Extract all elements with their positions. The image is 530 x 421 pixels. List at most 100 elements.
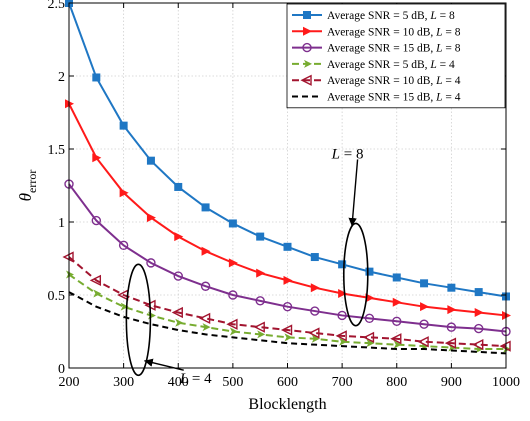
square-marker [174,182,183,191]
legend-label-suffix: = 4 [443,75,461,87]
triangle-left-marker [390,333,402,345]
circle-marker [392,316,402,326]
legend-label-prefix: Average SNR = 15 dB, [327,43,436,55]
series-line [68,256,507,348]
circle-marker [255,296,265,306]
triangle-left-marker [300,74,312,86]
annotation-1: L = 8 [331,146,369,327]
legend-label-suffix: = 8 [443,26,461,38]
triangle-left-marker [89,274,102,287]
y-tick-label: 2 [58,70,65,85]
arrow-marker [393,340,402,349]
triangle-left-marker [280,324,293,336]
y-axis-label-symbol: θ [16,193,35,201]
square-marker [228,219,237,228]
series-line [68,273,506,351]
annotation-label: L = 4 [179,371,212,387]
triangle-left-marker [335,330,347,342]
annotation-label: L = 8 [331,146,364,162]
legend-label-variable: L [429,59,436,71]
x-tick-label: 1000 [492,375,520,390]
triangle-right-marker [310,283,320,293]
square-marker [119,121,128,130]
circle-marker [302,42,312,53]
legend-label-suffix: = 4 [443,92,461,104]
y-tick-label: 2.5 [48,0,66,12]
circle-marker [446,322,457,332]
triangle-left-marker [308,327,320,339]
legend-label-prefix: Average SNR = 10 dB, [327,75,436,87]
arrow-marker [339,337,348,346]
arrow-marker [284,333,293,342]
triangle-right-marker [283,275,293,285]
y-axis-label: θerror [16,170,39,202]
arrow-marker [311,334,320,343]
series-5 [62,251,511,352]
series-line [68,291,507,355]
triangle-right-marker [146,213,156,223]
arrow-marker [257,330,266,339]
square-marker [392,273,401,282]
arrow-marker [66,270,74,279]
legend-entry-1: Average SNR = 5 dB, L = 8 [292,10,455,22]
y-tick-label: 1 [58,216,65,231]
annotation-ellipse [125,263,152,377]
x-axis-label: Blocklength [248,396,326,413]
triangle-left-marker [198,312,211,324]
circle-marker [282,301,293,312]
legend-label-variable: L [435,75,442,87]
x-tick-label: 300 [113,375,134,390]
arrow-marker [175,318,184,327]
triangle-right-marker [174,232,184,242]
triangle-left-marker [171,306,183,319]
annotation-label-value: = 8 [340,146,363,162]
square-marker [256,232,265,241]
legend: Average SNR = 5 dB, L = 8 Average SNR = 1… [286,3,506,109]
annotation-label-value: = 4 [188,371,212,387]
arrow-marker [202,323,211,332]
square-marker [310,253,319,262]
arrow-marker [229,327,238,336]
triangle-left-marker [253,321,265,333]
legend-entry-2: Average SNR = 10 dB, L = 8 [292,26,461,38]
square-marker [338,260,347,269]
x-tick-label: 500 [222,375,243,390]
square-marker [420,279,429,288]
y-tick-label: 1.5 [48,143,66,158]
triangle-right-marker [256,268,266,278]
x-tick-label: 800 [386,375,407,390]
legend-label-variable: L [429,10,436,22]
triangle-left-marker [417,336,429,348]
triangle-right-marker [228,258,238,268]
arrow-marker [304,59,312,68]
triangle-right-marker [392,297,402,307]
legend-label: Average SNR = 5 dB, L = 4 [327,59,455,71]
x-tick-label: 400 [168,375,189,390]
legend-label: Average SNR = 10 dB, L = 4 [327,75,461,87]
y-tick-label: 0 [58,362,65,377]
legend-label: Average SNR = 5 dB, L = 8 [327,10,455,22]
triangle-right-marker [119,188,129,198]
legend-entry-5: Average SNR = 10 dB, L = 4 [292,74,461,87]
legend-label-suffix: = 4 [437,59,455,71]
annotation-ellipse [342,222,369,327]
triangle-right-marker [447,305,457,315]
square-marker [447,283,456,292]
circle-marker [173,271,183,281]
axes: 200 300 400 500 600 700 800 900 1000 0 0.5 1 1.5 2 2.5… [16,0,520,413]
triangle-right-marker [474,308,484,318]
legend-label-suffix: = 8 [443,43,461,55]
annotation-label-variable: L [179,371,188,387]
series-line [68,183,507,333]
legend-label-suffix: = 8 [437,10,455,22]
y-axis-label-subscript: error [25,170,39,193]
series-4 [66,270,511,354]
circle-marker [337,310,347,321]
triangle-right-marker [338,289,348,299]
legend-entry-4: Average SNR = 5 dB, L = 4 [292,59,455,71]
square-marker [474,288,483,297]
x-tick-label: 900 [441,375,462,390]
x-tick-label: 200 [59,375,80,390]
series-2 [65,99,511,320]
y-tick-label: 0.5 [48,289,66,304]
